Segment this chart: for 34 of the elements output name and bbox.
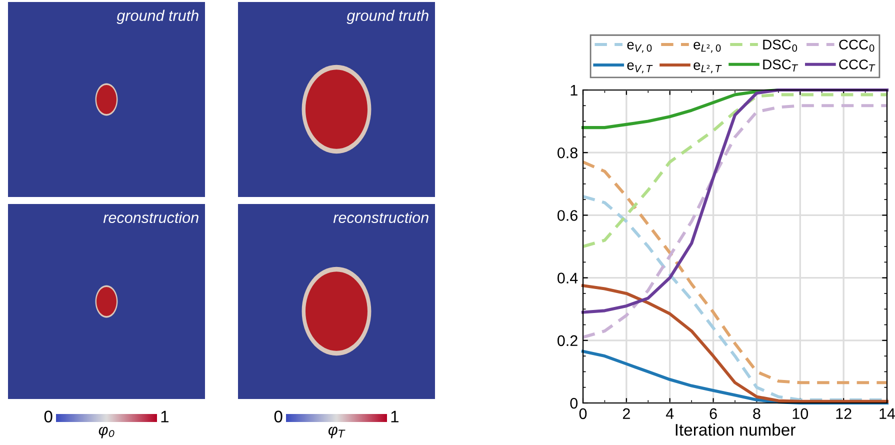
x-axis-title: Iteration number: [676, 423, 796, 436]
y-tick-label: 0.6: [558, 210, 578, 221]
legend-label: e$_{L²,T}$: [694, 62, 722, 74]
y-tick-label: 0.2: [558, 335, 578, 346]
text: 1: [161, 410, 168, 422]
x-tick-label: 10: [792, 408, 808, 420]
y-tick-label: 1: [570, 85, 578, 96]
legend-label: DSC$_{0}$: [763, 40, 798, 52]
legend-label: CCC$_{T}$: [839, 60, 876, 72]
text: reconstruction: [103, 212, 198, 224]
color-bar-title: φ$_{T}$: [328, 426, 346, 438]
y-tick-label: 0.4: [558, 272, 578, 284]
legend-label: CCC$_{0}$: [839, 40, 874, 52]
y-tick-label: 0: [570, 398, 578, 409]
x-tick-label: 14: [880, 408, 895, 419]
text: reconstruction: [333, 212, 428, 224]
line-series: [581, 104, 889, 339]
line-series: [581, 160, 889, 384]
legend-label: e$_{L²,0}$: [694, 42, 721, 53]
x-tick-label: 12: [836, 408, 852, 419]
text: ground truth: [116, 10, 198, 24]
color-bar-title: φ₀: [98, 426, 114, 438]
x-tick-label: 4: [666, 408, 674, 419]
line-series: [581, 93, 889, 248]
x-tick-label: 8: [753, 408, 760, 420]
legend-label: DSC$_{T}$: [763, 60, 798, 72]
x-tick-label: 6: [710, 408, 717, 420]
x-tick-label: 0: [579, 408, 587, 420]
y-tick-label: 0.8: [558, 147, 578, 158]
text: ground truth: [346, 10, 428, 24]
x-tick-label: 2: [622, 408, 630, 419]
legend-label: e$_{V,T}$: [627, 62, 653, 74]
text: 1: [391, 410, 398, 422]
legend-label: e$_{V,0}$: [627, 42, 652, 53]
